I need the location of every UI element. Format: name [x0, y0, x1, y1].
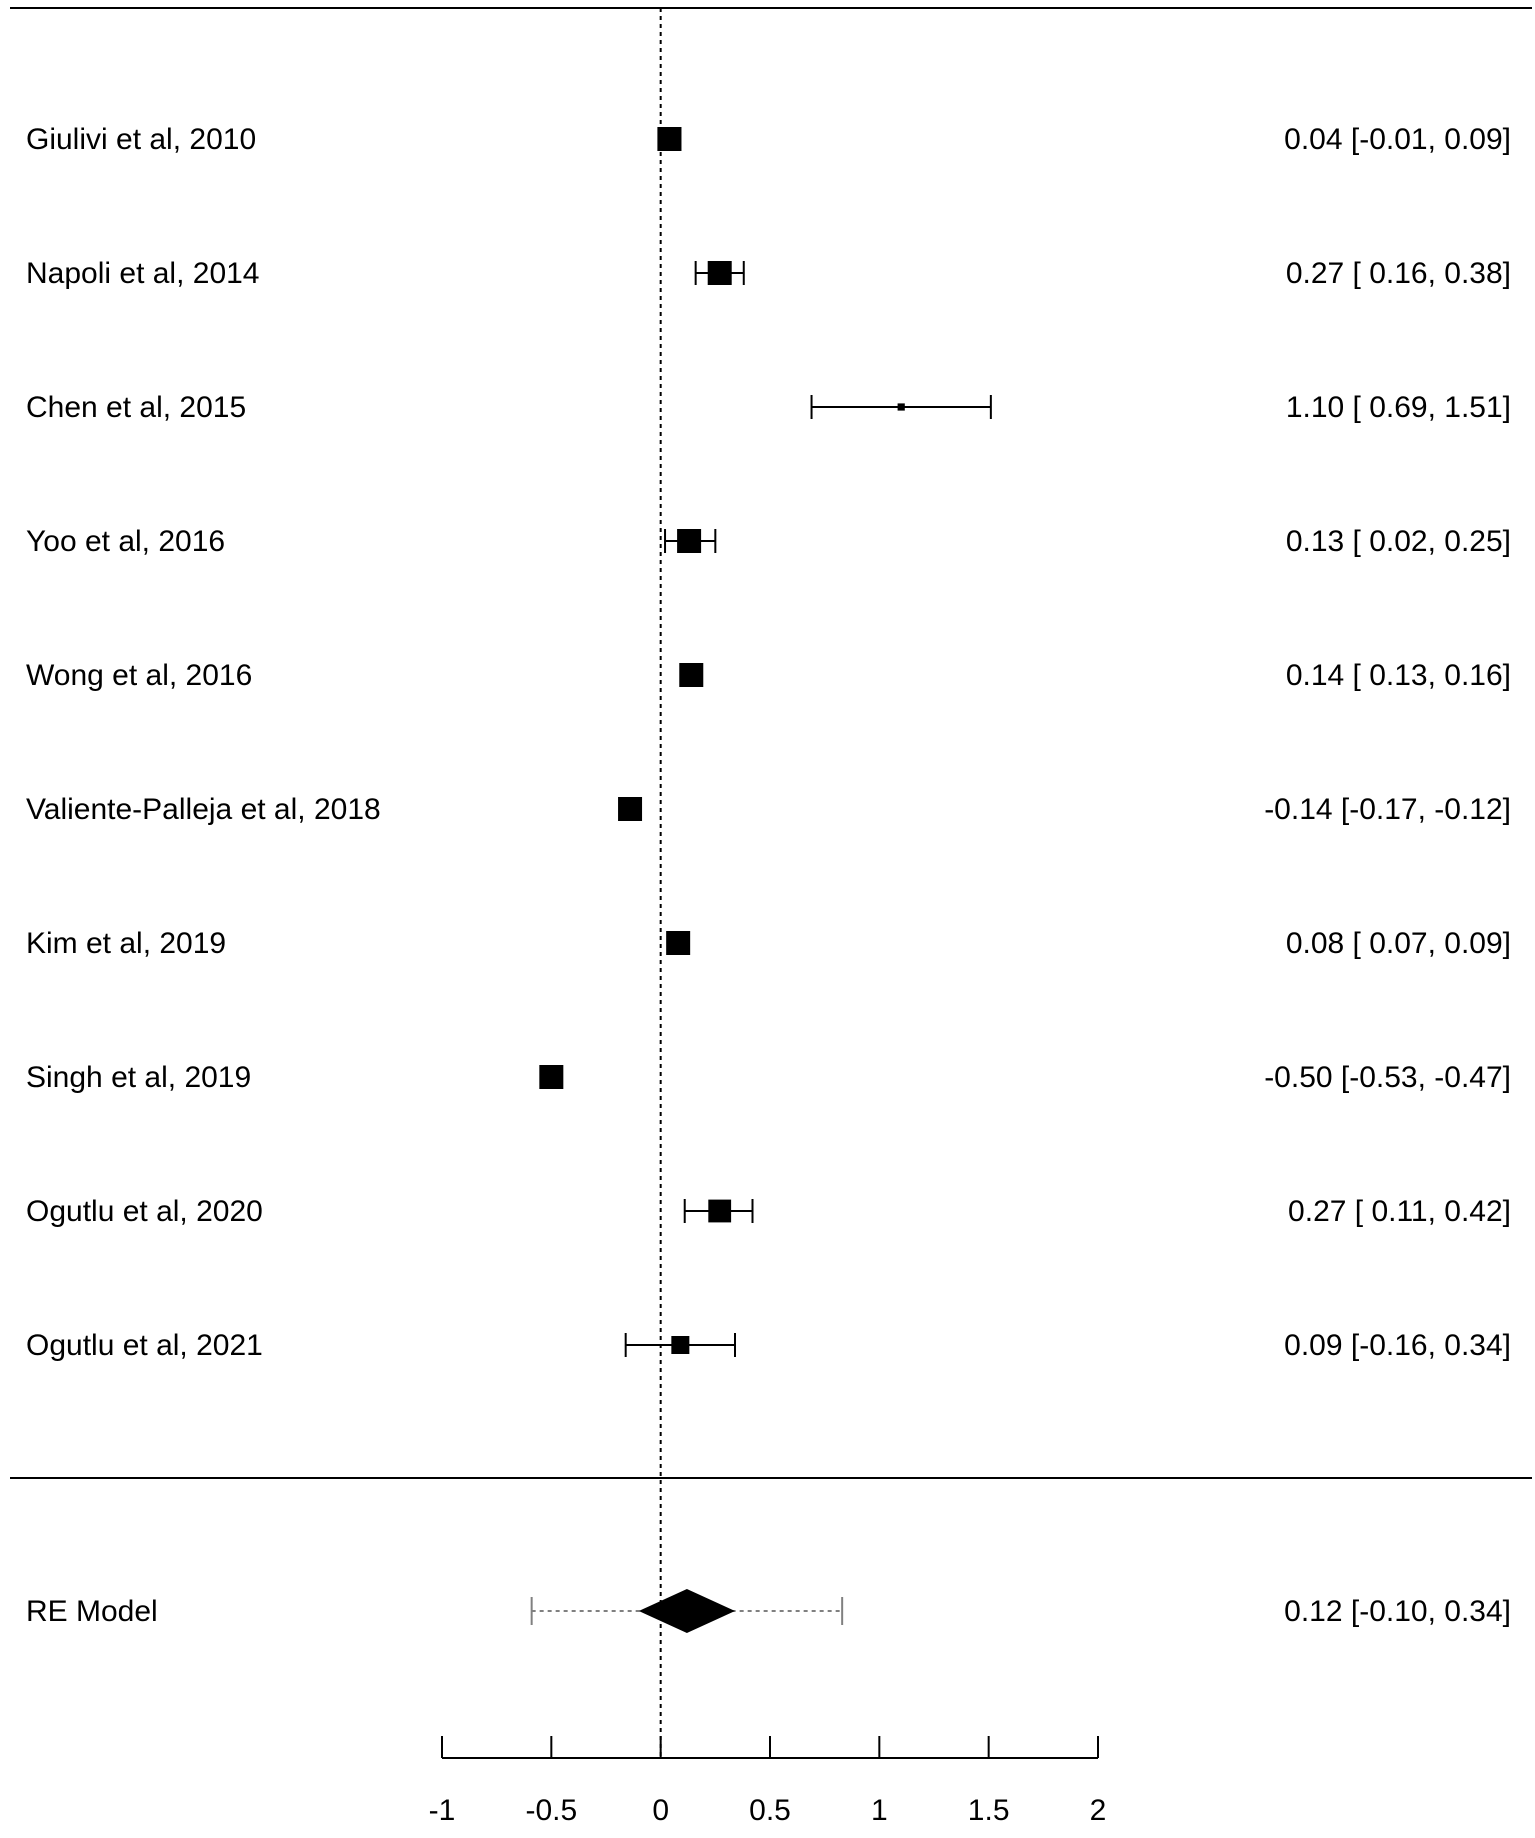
study-row: Singh et al, 2019 -0.50 [-0.53, -0.47]: [26, 1061, 1511, 1094]
study-ci-text: -0.14 [-0.17, -0.12]: [1264, 793, 1511, 826]
point-estimate-square: [897, 403, 905, 411]
point-estimate-square: [618, 797, 643, 821]
x-tick-label: 0.5: [749, 1794, 791, 1827]
study-label: Valiente-Palleja et al, 2018: [26, 793, 381, 826]
x-tick-label: 1.5: [968, 1794, 1010, 1827]
study-ci-text: 0.04 [-0.01, 0.09]: [1284, 123, 1511, 156]
point-estimate-square: [679, 663, 704, 687]
study-label: Singh et al, 2019: [26, 1061, 251, 1094]
study-row: Chen et al, 2015 1.10 [ 0.69, 1.51]: [26, 391, 1511, 424]
study-row: Kim et al, 2019 0.08 [ 0.07, 0.09]: [26, 927, 1511, 960]
study-ci-text: 0.27 [ 0.16, 0.38]: [1286, 257, 1511, 290]
study-label: Ogutlu et al, 2020: [26, 1195, 263, 1228]
study-row: Ogutlu et al, 2021 0.09 [-0.16, 0.34]: [26, 1329, 1511, 1362]
x-tick-label: 1: [871, 1794, 888, 1827]
study-row: Napoli et al, 2014 0.27 [ 0.16, 0.38]: [26, 257, 1511, 290]
study-row: Wong et al, 2016 0.14 [ 0.13, 0.16]: [26, 659, 1511, 692]
point-estimate-square: [671, 1336, 690, 1354]
study-ci-text: -0.50 [-0.53, -0.47]: [1264, 1061, 1511, 1094]
study-ci-text: 0.27 [ 0.11, 0.42]: [1288, 1195, 1511, 1228]
study-label: Napoli et al, 2014: [26, 257, 260, 290]
study-row: Ogutlu et al, 2020 0.27 [ 0.11, 0.42]: [26, 1195, 1511, 1228]
summary-label: RE Model: [26, 1595, 158, 1628]
study-label: Chen et al, 2015: [26, 391, 246, 424]
study-row: Yoo et al, 2016 0.13 [ 0.02, 0.25]: [26, 525, 1511, 558]
study-row: Giulivi et al, 2010 0.04 [-0.01, 0.09]: [26, 123, 1511, 156]
point-estimate-square: [657, 127, 682, 151]
x-tick-label: -1: [429, 1794, 456, 1827]
study-ci-text: 0.14 [ 0.13, 0.16]: [1286, 659, 1511, 692]
study-row: Valiente-Palleja et al, 2018 -0.14 [-0.17…: [26, 793, 1511, 826]
point-estimate-square: [708, 1199, 732, 1223]
study-label: Yoo et al, 2016: [26, 525, 225, 558]
point-estimate-square: [677, 529, 702, 553]
point-estimate-square: [666, 931, 691, 955]
study-ci-text: 1.10 [ 0.69, 1.51]: [1286, 391, 1511, 424]
point-estimate-square: [539, 1065, 564, 1089]
study-ci-text: 0.13 [ 0.02, 0.25]: [1286, 525, 1511, 558]
study-label: Giulivi et al, 2010: [26, 123, 256, 156]
study-label: Ogutlu et al, 2021: [26, 1329, 263, 1362]
study-ci-text: 0.08 [ 0.07, 0.09]: [1286, 927, 1511, 960]
x-tick-label: 0: [652, 1794, 669, 1827]
summary-ci-text: 0.12 [-0.10, 0.34]: [1284, 1595, 1511, 1628]
x-tick-label: 2: [1090, 1794, 1107, 1827]
x-tick-label: -0.5: [525, 1794, 577, 1827]
study-label: Kim et al, 2019: [26, 927, 226, 960]
study-ci-text: 0.09 [-0.16, 0.34]: [1284, 1329, 1511, 1362]
point-estimate-square: [707, 261, 732, 285]
summary-diamond: [638, 1589, 736, 1633]
study-label: Wong et al, 2016: [26, 659, 252, 692]
